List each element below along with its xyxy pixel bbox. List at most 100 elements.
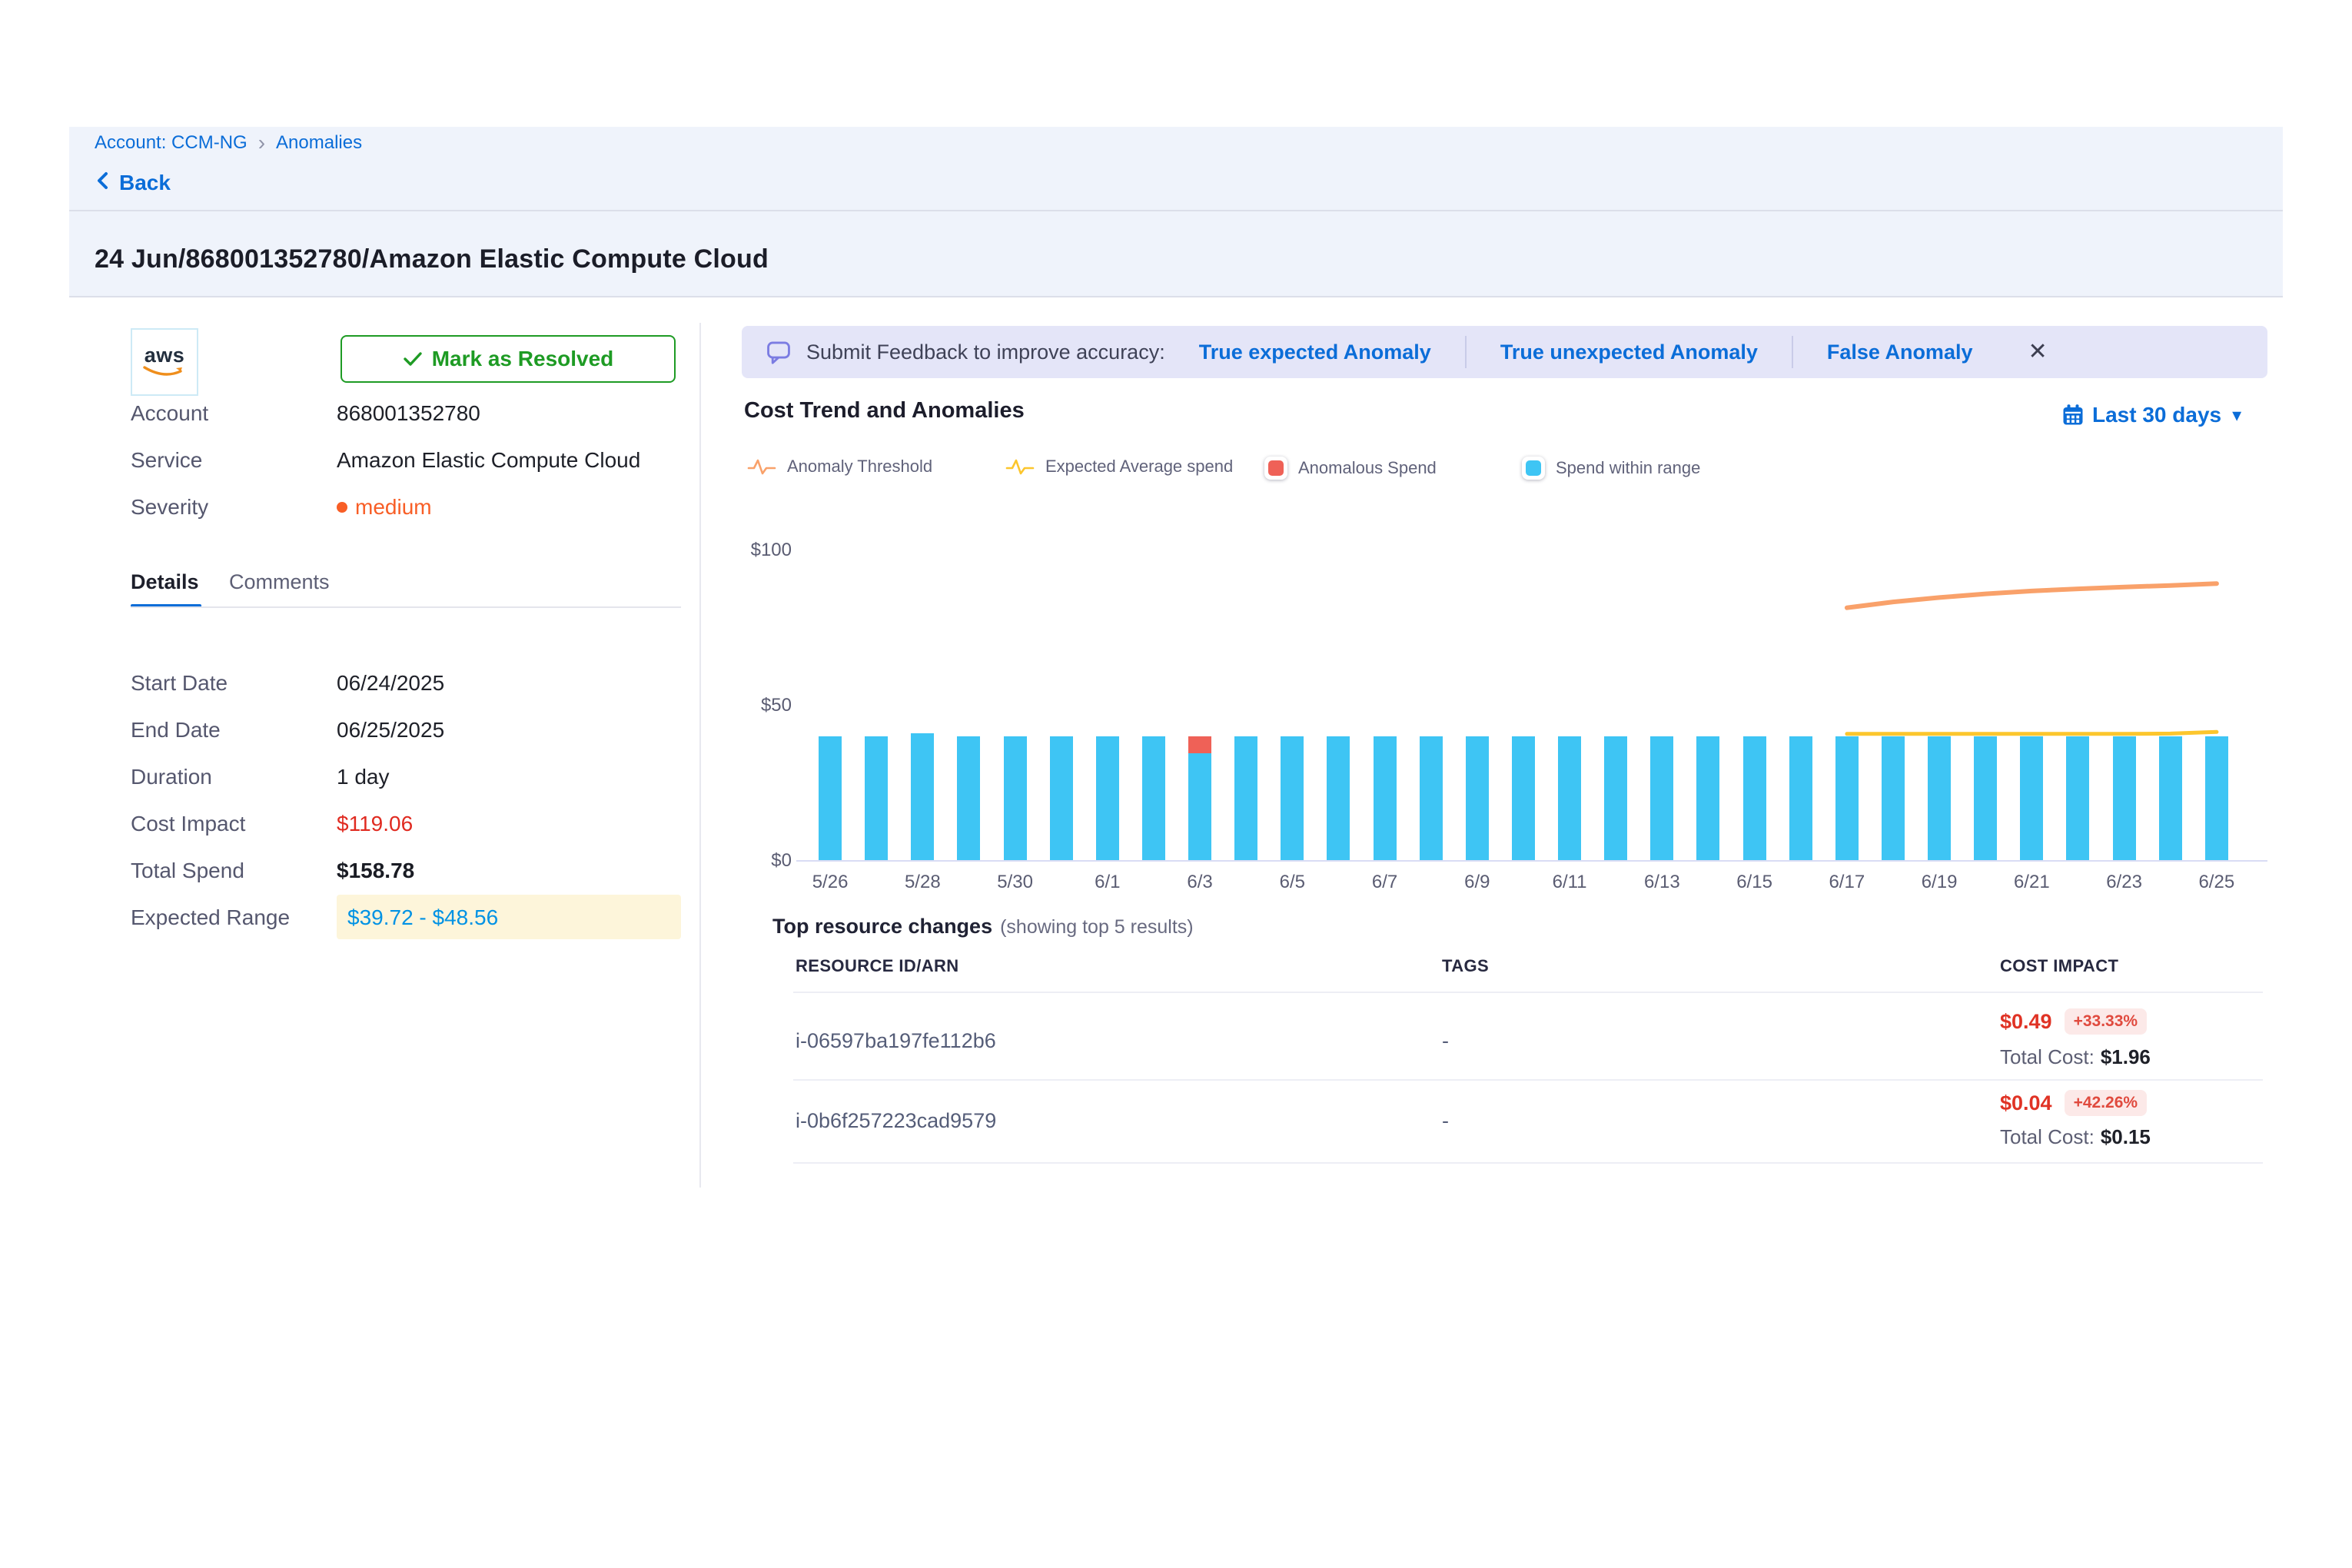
chevron-left-icon <box>93 169 113 196</box>
start-date-value: 06/24/2025 <box>337 671 444 696</box>
bar-slot-6/11 <box>1546 530 1593 861</box>
x-tick: 6/13 <box>1639 872 1685 893</box>
x-tick <box>1500 872 1546 893</box>
spend-bar <box>911 733 934 861</box>
bar-slot-6/12 <box>1593 530 1639 861</box>
true-expected-anomaly-button[interactable]: True expected Anomaly <box>1199 341 1431 364</box>
back-button[interactable]: Back <box>93 169 171 196</box>
check-icon <box>403 350 423 367</box>
x-tick: 6/23 <box>2101 872 2148 893</box>
bar-slot-6/7 <box>1362 530 1408 861</box>
severity-text: medium <box>355 495 432 520</box>
bar-slot-6/20 <box>1962 530 2008 861</box>
spend-bar <box>1142 736 1165 861</box>
total-cost-label: Total Cost: <box>2000 1045 2095 1069</box>
legend-anomalous-spend: Anomalous Spend <box>1264 457 1437 480</box>
spend-bar <box>2113 736 2136 861</box>
cost-impact-value: $119.06 <box>337 812 413 836</box>
end-date-label: End Date <box>131 718 221 742</box>
mark-as-resolved-button[interactable]: Mark as Resolved <box>341 335 676 383</box>
date-range-label: Last 30 days <box>2092 403 2221 427</box>
expected-range-label: Expected Range <box>131 905 290 930</box>
tab-comments[interactable]: Comments <box>229 570 330 594</box>
blue-square-icon <box>1522 457 1545 480</box>
title-divider <box>69 296 2283 297</box>
bar-slot-6/8 <box>1408 530 1454 861</box>
resource-id-cell: i-0b6f257223cad9579 <box>796 1109 996 1133</box>
spend-bar <box>1974 736 1997 861</box>
x-tick: 6/15 <box>1732 872 1778 893</box>
spend-bar <box>1234 736 1257 861</box>
x-tick: 6/11 <box>1546 872 1593 893</box>
true-unexpected-anomaly-button[interactable]: True unexpected Anomaly <box>1500 341 1758 364</box>
x-axis-line <box>796 860 2267 862</box>
x-tick <box>1408 872 1454 893</box>
x-tick: 6/1 <box>1085 872 1131 893</box>
date-range-selector[interactable]: Last 30 days ▾ <box>2061 403 2241 427</box>
spend-bar <box>1835 736 1859 861</box>
bar-slot-6/2 <box>1131 530 1177 861</box>
start-date-label: Start Date <box>131 671 228 696</box>
bar-slot-6/25 <box>2194 530 2240 861</box>
tags-cell: - <box>1442 1029 1449 1053</box>
legend-expected-average: Expected Average spend <box>1005 457 1233 477</box>
x-tick <box>945 872 992 893</box>
duration-value: 1 day <box>337 765 390 789</box>
account-label: Account <box>131 401 208 426</box>
x-tick: 6/21 <box>2008 872 2055 893</box>
bar-slot-6/17 <box>1824 530 1870 861</box>
bar-slot-5/26 <box>807 530 853 861</box>
table-divider <box>793 992 2263 993</box>
legend-spend-within-range: Spend within range <box>1522 457 1700 480</box>
calendar-icon <box>2061 404 2085 427</box>
breadcrumb-account-link[interactable]: Account: CCM-NG <box>95 132 247 154</box>
chevron-right-icon: › <box>258 134 265 152</box>
duration-label: Duration <box>131 765 212 789</box>
chart-title: Cost Trend and Anomalies <box>744 398 1025 424</box>
spend-bar <box>1050 736 1073 861</box>
spend-bar <box>1604 736 1627 861</box>
cost-impact-value: $0.04 <box>2000 1091 2052 1115</box>
spend-bar <box>1004 736 1027 861</box>
bar-slot-5/29 <box>945 530 992 861</box>
breadcrumb-anomalies-link[interactable]: Anomalies <box>276 132 362 154</box>
close-icon[interactable]: ✕ <box>2028 341 2047 364</box>
bar-slot-6/24 <box>2148 530 2194 861</box>
cost-impact-value: $0.49 <box>2000 1010 2052 1034</box>
tab-details[interactable]: Details <box>131 570 199 594</box>
bar-slot-6/10 <box>1500 530 1546 861</box>
account-value: 868001352780 <box>337 401 480 426</box>
bar-slot-6/22 <box>2055 530 2101 861</box>
tabs-divider <box>131 606 681 608</box>
aws-smile-icon <box>142 365 187 379</box>
legend-label: Spend within range <box>1556 458 1700 478</box>
resources-heading-text: Top resource changes <box>772 915 992 938</box>
bar-slot-6/23 <box>2101 530 2148 861</box>
x-tick <box>1131 872 1177 893</box>
spend-bar <box>1466 736 1489 861</box>
bar-slot-6/21 <box>2008 530 2055 861</box>
y-tick-100: $100 <box>738 540 792 561</box>
red-square-icon <box>1264 457 1287 480</box>
panel-divider <box>699 323 701 1188</box>
x-tick: 6/3 <box>1177 872 1223 893</box>
expected-range-value: $39.72 - $48.56 <box>347 905 498 930</box>
bar-slot-6/13 <box>1639 530 1685 861</box>
service-value: Amazon Elastic Compute Cloud <box>337 448 640 473</box>
bar-slot-6/16 <box>1778 530 1824 861</box>
spend-bar <box>1928 736 1951 861</box>
cost-impact-label: Cost Impact <box>131 812 245 836</box>
header-band <box>69 127 2283 210</box>
end-date-value: 06/25/2025 <box>337 718 444 742</box>
false-anomaly-button[interactable]: False Anomaly <box>1827 341 1973 364</box>
spend-bar <box>1743 736 1766 861</box>
page-title: 24 Jun/868001352780/Amazon Elastic Compu… <box>95 244 769 274</box>
spend-bar <box>865 736 888 861</box>
spend-bar <box>1558 736 1581 861</box>
spend-bar <box>1420 736 1443 861</box>
bar-slot-6/5 <box>1269 530 1315 861</box>
aws-logo: aws <box>131 328 198 396</box>
resolve-button-label: Mark as Resolved <box>432 347 614 371</box>
x-tick <box>2148 872 2194 893</box>
bar-slot-5/30 <box>992 530 1038 861</box>
